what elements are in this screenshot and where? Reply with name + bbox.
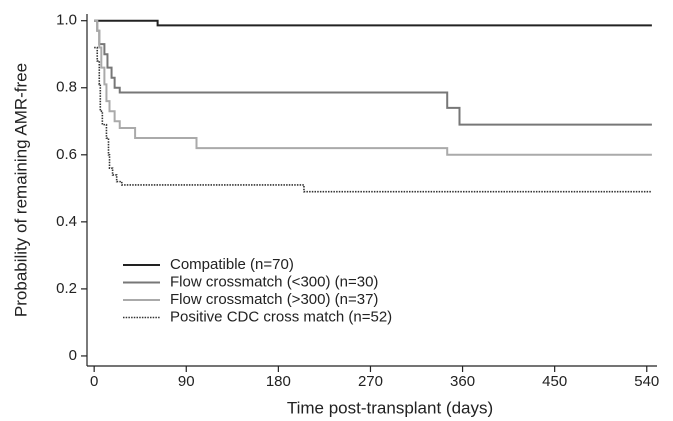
y-tick-label: 0: [69, 347, 77, 364]
y-tick-label: 0.8: [56, 79, 77, 96]
legend-label: Positive CDC cross match (n=52): [170, 308, 392, 325]
x-tick-label: 270: [358, 373, 383, 390]
x-tick-label: 450: [542, 373, 567, 390]
x-tick-label: 540: [634, 373, 659, 390]
survival-curve: [94, 19, 652, 27]
x-tick-label: 180: [266, 373, 291, 390]
legend-label: Flow crossmatch (>300) (n=37): [170, 291, 378, 308]
y-tick-label: 1.0: [56, 12, 77, 29]
legend-label: Flow crossmatch (<300) (n=30): [170, 273, 378, 290]
legend-label: Compatible (n=70): [170, 256, 294, 273]
survival-curve: [94, 19, 652, 156]
y-tick-label: 0.2: [56, 280, 77, 297]
x-tick-label: 90: [178, 373, 195, 390]
x-tick-label: 0: [90, 373, 98, 390]
y-axis-label: Probability of remaining AMR-free: [11, 63, 30, 317]
survival-curve: [94, 19, 652, 126]
y-tick-label: 0.6: [56, 146, 77, 163]
x-tick-label: 360: [450, 373, 475, 390]
y-tick-label: 0.4: [56, 213, 77, 230]
survival-curve: [94, 46, 652, 193]
x-axis-label: Time post-transplant (days): [287, 398, 493, 417]
